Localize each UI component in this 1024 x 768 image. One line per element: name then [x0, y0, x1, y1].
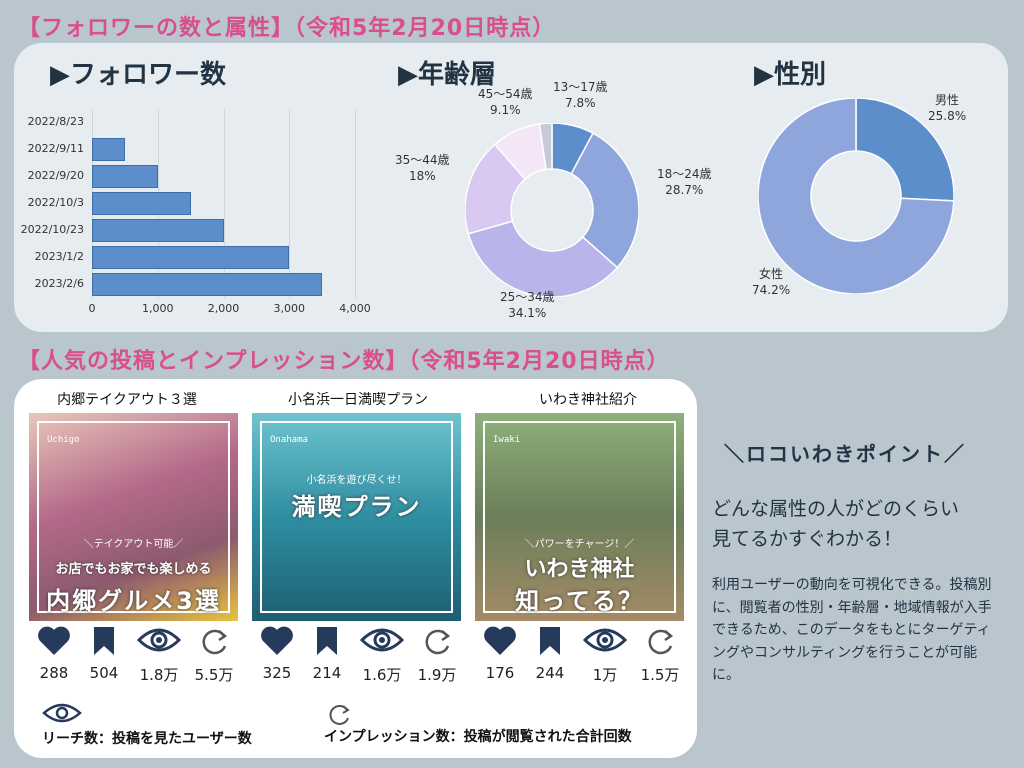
age-donut-chart [465, 123, 639, 297]
slice-label: 男性 25.8% [928, 93, 967, 123]
eye-icon [136, 626, 182, 658]
post-thumbnail[interactable]: Uchigo ＼テイクアウト可能／ お店でもお家でも楽しめる内郷グルメ3選 [29, 413, 238, 621]
heart-icon [37, 626, 71, 660]
stat-likes: 325 [262, 664, 292, 682]
bar [92, 246, 290, 269]
stat-saves: 244 [535, 664, 565, 682]
stat-reach: 1万 [592, 666, 618, 684]
thumbnail-caption-small: ＼パワーをチャージ！／ [524, 539, 635, 550]
point-lead-line1: どんな属性の人がどのくらい [712, 498, 960, 520]
stat-impressions: 1.9万 [417, 666, 457, 684]
x-tick-label: 0 [88, 302, 96, 315]
post-title: いわき神社紹介 [539, 392, 637, 408]
bar [92, 273, 323, 296]
x-tick-label: 3,000 [273, 302, 306, 315]
thumbnail-tag: Uchigo [47, 435, 80, 445]
bookmark-icon [92, 626, 116, 660]
gender-subhead: ▶性別 [754, 60, 826, 90]
bar [92, 192, 191, 215]
age-subhead: ▶年齢層 [398, 60, 496, 90]
donut-slice [855, 98, 954, 202]
bookmark-icon [315, 626, 339, 660]
slice-label: 女性 74.2% [752, 267, 791, 297]
thumbnail-caption-small: 小名浜を遊び尽くせ！ [306, 475, 407, 486]
stat-reach: 1.6万 [362, 666, 402, 684]
point-body: 利用ユーザーの動向を可視化できる。投稿別に、閲覧者の性別・年齢層・地域情報が入手… [712, 577, 992, 683]
thumbnail-tag: Onahama [270, 435, 308, 445]
thumbnail-frame [37, 421, 230, 613]
y-tick-label: 2023/1/2 [34, 250, 84, 263]
slice-label: 45〜54歳 9.1% [478, 87, 533, 117]
heart-icon [483, 626, 517, 660]
thumbnail-caption-mid: お店でもお家でも楽しめる [55, 562, 212, 577]
thumbnail-caption-big: 満喫プラン [291, 493, 422, 521]
bookmark-icon [538, 626, 562, 660]
eye-icon [582, 626, 628, 658]
refresh-icon [421, 626, 453, 662]
gridline [355, 109, 356, 298]
thumbnail-frame [483, 421, 676, 613]
donut-slice [538, 123, 553, 171]
heart-icon [260, 626, 294, 660]
slice-label: 18〜24歳 28.7% [657, 167, 712, 197]
slice-label: 25〜34歳 34.1% [500, 290, 555, 320]
y-tick-label: 2023/2/6 [34, 277, 84, 290]
bar [92, 165, 158, 188]
eye-icon [42, 703, 82, 723]
post-title: 小名浜一日満喫プラン [288, 392, 428, 408]
posts-heading: 【人気の投稿とインプレッション数】（令和5年2月20日時点） [18, 349, 670, 374]
thumbnail-frame [260, 421, 453, 613]
slice-label: 35〜44歳 18% [395, 153, 450, 183]
post-title: 内郷テイクアウト３選 [57, 392, 197, 408]
point-lead: どんな属性の人がどのくらい 見てるかすぐわかる！ [712, 494, 959, 554]
post-thumbnail[interactable]: Iwaki ＼パワーをチャージ！／ いわき神社知ってる？ [475, 413, 684, 621]
post-thumbnail[interactable]: Onahama 小名浜を遊び尽くせ！ 満喫プラン [252, 413, 461, 621]
refresh-icon [329, 705, 350, 725]
thumbnail-caption-big: 知ってる？ [515, 587, 644, 615]
gridline [289, 109, 291, 298]
followers-heading: 【フォロワーの数と属性】（令和5年2月20日時点） [18, 16, 556, 41]
y-tick-label: 2022/9/11 [27, 142, 84, 155]
stat-impressions: 1.5万 [640, 666, 680, 684]
stat-likes: 288 [39, 664, 69, 682]
stat-reach: 1.8万 [139, 666, 179, 684]
thumbnail-caption-big: 内郷グルメ3選 [46, 587, 221, 615]
point-title: ＼ロコいわきポイント／ [724, 442, 966, 466]
refresh-icon [644, 626, 676, 662]
reach-legend: リーチ数：投稿を見たユーザー数 [42, 731, 252, 747]
stat-likes: 176 [485, 664, 515, 682]
thumbnail-tag: Iwaki [493, 435, 521, 445]
y-tick-label: 2022/10/3 [27, 196, 84, 209]
x-tick-label: 2,000 [207, 302, 240, 315]
bar [92, 138, 125, 161]
refresh-icon [198, 626, 230, 662]
thumbnail-caption-small: ＼テイクアウト可能／ [83, 539, 184, 550]
bar [92, 219, 224, 242]
donut-slice [467, 220, 619, 297]
stat-saves: 504 [89, 664, 119, 682]
impressions-legend: インプレッション数：投稿が閲覧された合計回数 [324, 729, 632, 745]
stat-impressions: 5.5万 [194, 666, 234, 684]
slice-label: 13〜17歳 7.8% [553, 80, 608, 110]
donut-slice [758, 98, 954, 294]
follower-count-subhead: ▶フォロワー数 [50, 60, 226, 90]
gender-donut-chart [758, 98, 954, 294]
y-tick-label: 2022/10/23 [20, 223, 84, 236]
x-tick-label: 4,000 [339, 302, 371, 315]
point-lead-line2: 見てるかすぐわかる！ [712, 528, 903, 550]
x-tick-label: 1,000 [142, 302, 174, 315]
y-tick-label: 2022/9/20 [27, 169, 84, 182]
thumbnail-caption-mid: いわき神社 [524, 557, 635, 582]
donut-slice [570, 132, 639, 269]
stat-saves: 214 [312, 664, 342, 682]
gridline [223, 109, 225, 298]
eye-icon [359, 626, 405, 658]
y-tick-label: 2022/8/23 [27, 115, 84, 128]
